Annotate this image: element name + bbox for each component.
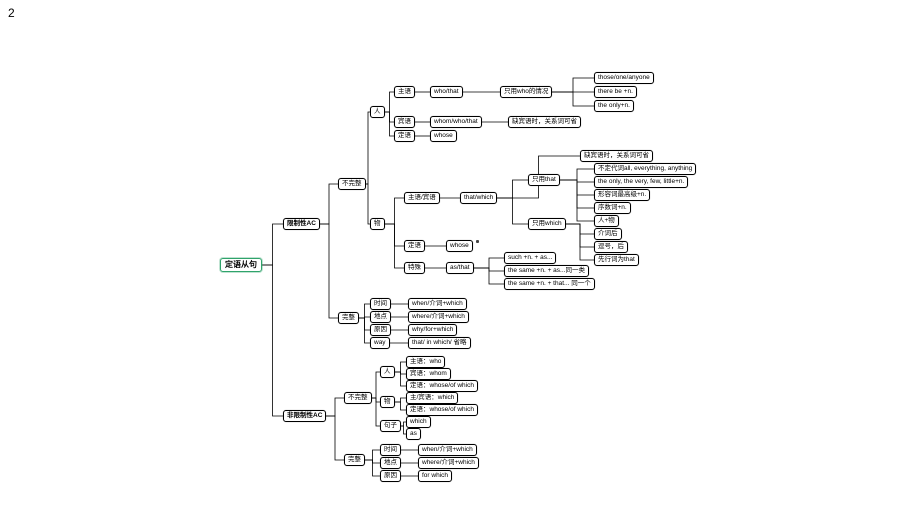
node-nri_s_w: which bbox=[406, 416, 431, 428]
node-r_com: 完整 bbox=[338, 312, 359, 324]
node-ot0: 缺宾语时，关系词可省 bbox=[580, 150, 653, 162]
node-nri_t_so: 主/宾语：which bbox=[406, 392, 458, 404]
center-dot bbox=[476, 240, 479, 243]
node-nr_ac: 非限制性AC bbox=[283, 410, 326, 422]
node-ow2: 逗号，后 bbox=[594, 241, 628, 253]
node-nrc_reason_v: for which bbox=[418, 470, 452, 482]
node-only_those: those/one/anyone bbox=[594, 72, 654, 84]
node-nrc_place_v: where/介词+which bbox=[418, 457, 479, 469]
node-rit_spec: 特殊 bbox=[404, 262, 425, 274]
node-nrc_time: 时间 bbox=[380, 444, 401, 456]
node-rip_sub_v: who/that bbox=[430, 86, 463, 98]
node-nri_s: 句子 bbox=[380, 420, 401, 432]
node-ri_thing: 物 bbox=[370, 218, 385, 230]
node-rip_sub_only: 只用who的情况 bbox=[500, 86, 552, 98]
node-rc_way_v: that/ in which/ 省略 bbox=[408, 337, 471, 349]
node-rc_place: 地点 bbox=[370, 311, 391, 323]
node-rit_so_v: that/which bbox=[460, 192, 497, 204]
node-nri_t_att: 定语：whose/of which bbox=[406, 404, 478, 416]
node-ot5: 人+物 bbox=[594, 215, 619, 227]
node-rip_attr: 定语 bbox=[394, 130, 415, 142]
mindmap-edges bbox=[0, 0, 920, 518]
node-rc_reason: 原因 bbox=[370, 324, 391, 336]
node-sp2: the same +n. + as...同一类 bbox=[504, 265, 589, 277]
node-rip_obj: 宾语 bbox=[394, 116, 415, 128]
node-ot2: the only, the very, few, little+n. bbox=[594, 176, 688, 188]
node-ot4: 序数词+n. bbox=[594, 202, 631, 214]
node-root: 定语从句 bbox=[220, 258, 262, 272]
node-nri_p_sub: 主语：who bbox=[406, 356, 445, 368]
node-rc_reason_v: why/for+which bbox=[408, 324, 457, 336]
node-rip_attr_v: whose bbox=[430, 130, 457, 142]
node-ow_lbl: 只用which bbox=[528, 218, 566, 230]
node-ot_lbl: 只用that bbox=[528, 174, 560, 186]
node-r_ac: 限制性AC bbox=[283, 218, 320, 230]
node-nri_p: 人 bbox=[380, 366, 395, 378]
node-nri_p_att: 定语：whose/of which bbox=[406, 380, 478, 392]
node-rc_place_v: where/介词+which bbox=[408, 311, 469, 323]
node-rip_obj_om: 缺宾语时，关系词可省 bbox=[508, 116, 581, 128]
node-rit_so: 主语/宾语 bbox=[404, 192, 440, 204]
node-nr_com: 完整 bbox=[344, 454, 365, 466]
node-r_inc: 不完整 bbox=[338, 178, 366, 190]
node-rc_way: way bbox=[370, 337, 390, 349]
node-rit_attr_v: whose bbox=[446, 240, 473, 252]
node-rit_spec_v: as/that bbox=[446, 262, 474, 274]
node-ow1: 介词后 bbox=[594, 228, 622, 240]
node-only_only: the only+n. bbox=[594, 100, 634, 112]
node-nrc_reason: 原因 bbox=[380, 470, 401, 482]
node-nri_t: 物 bbox=[380, 396, 395, 408]
node-nri_p_obj: 宾语：whom bbox=[406, 368, 451, 380]
node-ow3: 先行词为that bbox=[594, 254, 639, 266]
node-rip_sub: 主语 bbox=[394, 86, 415, 98]
node-rit_attr: 定语 bbox=[404, 240, 425, 252]
node-nrc_time_v: when/介词+which bbox=[418, 444, 477, 456]
node-nri_s_a: as bbox=[406, 428, 421, 440]
node-rc_time: 时间 bbox=[370, 298, 391, 310]
node-sp1: such +n. + as... bbox=[504, 252, 556, 264]
node-nr_inc: 不完整 bbox=[344, 392, 372, 404]
node-ri_person: 人 bbox=[370, 106, 385, 118]
node-ot1: 不定代词all, everything, anything bbox=[594, 163, 696, 175]
node-ot3: 形容词最高级+n. bbox=[594, 189, 650, 201]
node-rip_obj_v: whom/who/that bbox=[430, 116, 482, 128]
node-only_there: there be +n. bbox=[594, 86, 637, 98]
node-rc_time_v: when/介词+which bbox=[408, 298, 467, 310]
node-sp3: the same +n. + that... 同一个 bbox=[504, 278, 595, 290]
node-nrc_place: 地点 bbox=[380, 457, 401, 469]
